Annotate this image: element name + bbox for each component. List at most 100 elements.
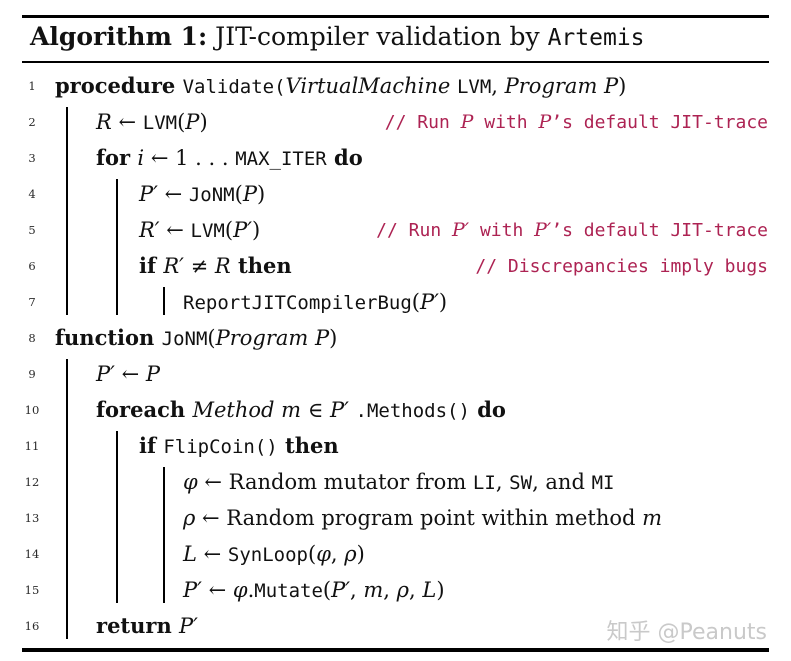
code-segment: ( [207,326,216,350]
code-segment: P [185,109,200,134]
code-segment: LVM [190,219,225,242]
line-number: 8 [28,331,36,345]
code-segment: function [55,325,162,350]
algorithm-line-6: 6 if R′ ≠ R then // Discrepancies imply bu… [22,248,769,284]
code-segment: VirtualMachine [285,74,457,98]
line-number: 16 [24,619,40,633]
algorithm-line-9: 9 P′ ← P [22,356,769,392]
indent-rule [66,107,68,315]
code-segment: φ [232,577,248,602]
code-segment: ← 1 . . . [144,146,236,170]
code-segment: ) [251,217,261,242]
code-segment: P′ [233,217,252,242]
code-segment: ’s default JIT-trace [551,112,768,133]
code-segment: P [538,111,552,133]
algorithm-line-1: 1 procedure Validate(VirtualMachine LVM, … [22,68,769,104]
code-segment: SW [509,471,533,494]
code-segment: ’s default JIT-trace [551,220,768,241]
code-segment: ρ [183,505,196,530]
line-number: 15 [24,583,40,597]
top-rule [22,15,769,18]
code-segment: ← Random mutator from [197,469,473,494]
code-segment: P′ [183,577,202,602]
bottom-rule [22,648,769,652]
code-segment: Validate( [182,76,286,98]
code-segment: P [242,181,257,206]
algorithm-title: JIT-compiler validation by [207,22,548,51]
code-segment: LI [472,471,496,494]
algorithm-line-16: 16 return P′ [22,608,769,644]
code-segment: φ [316,541,331,566]
line-content: for i ← 1 . . . MAX_ITER do [42,147,363,169]
code-segment: i [137,146,145,170]
algorithm-label: Algorithm 1: [30,22,208,51]
line-content: if R′ ≠ R then [42,255,292,277]
code-segment: ← Random program point within method [195,505,643,530]
algorithm-line-10: 10 foreach Method m ∈ P′ .Methods() do [22,392,769,428]
code-segment: // Discrepancies imply bugs [475,255,768,277]
code-segment: procedure [55,73,183,98]
code-segment: L [183,541,197,566]
line-content: procedure Validate(VirtualMachine LVM, P… [42,75,626,97]
line-number: 12 [24,475,40,489]
code-segment: P′ [419,289,439,314]
algorithm-line-11: 11 if FlipCoin() then [22,428,769,464]
code-segment: Method m [192,398,302,422]
line-number: 14 [24,547,40,561]
code-segment: P′ [331,577,351,602]
code-segment: with [469,220,535,241]
code-segment: P′ [534,219,552,241]
line-content: φ ← Random mutator from LI, SW, and MI [42,469,615,494]
algorithm-line-7: 7 ReportJITCompilerBug(P′) [22,284,769,320]
algorithm-line-3: 3 for i ← 1 . . . MAX_ITER do [22,140,769,176]
code-segment: JoNM [161,328,208,350]
tool-name: Artemis [547,25,645,51]
algorithm-line-13: 13 ρ ← Random program point within method… [22,500,769,536]
code-segment: if [139,433,164,458]
code-segment: // Run [384,112,461,133]
inline-comment: // Discrepancies imply bugs [475,256,769,277]
code-segment: ← [196,541,228,566]
code-segment: do [326,145,363,170]
code-segment: , [491,74,505,98]
indent-rule [116,179,118,315]
code-segment: ≠ [183,254,215,278]
code-segment: FlipCoin() [163,436,278,458]
code-segment: JoNM [188,183,235,206]
code-segment: ← [157,181,189,206]
code-segment: ) [436,577,445,602]
algorithm-body: 1 procedure Validate(VirtualMachine LVM, … [22,68,769,646]
code-segment: . [247,577,255,602]
code-segment: Mutate [254,579,323,602]
line-content: R ← LVM(P) [42,109,208,134]
code-segment: ) [356,541,365,566]
code-segment: P [145,361,160,386]
code-segment: MI [591,471,615,494]
code-segment: return [96,613,180,638]
line-number: 1 [28,79,36,93]
algorithm-line-12: 12 φ ← Random mutator from LI, SW, and MI [22,464,769,500]
code-segment: P′ [179,614,198,638]
line-content: if FlipCoin() then [42,435,339,457]
line-number: 11 [24,439,40,453]
code-segment: ) [329,326,338,350]
code-segment: SynLoop [227,543,308,566]
code-segment: , [409,577,423,602]
line-number: 3 [28,151,36,165]
indent-rule [163,287,165,315]
code-segment: ( [411,289,420,314]
code-segment: P′ [329,398,349,422]
algorithm-line-14: 14 L ← SynLoop(φ, ρ) [22,536,769,572]
code-segment: m [363,577,384,602]
code-segment: R′ [163,254,184,278]
code-segment: ) [199,109,208,134]
line-content: foreach Method m ∈ P′ .Methods() do [42,399,506,421]
line-number: 5 [28,223,36,237]
code-segment: ReportJITCompilerBug [183,291,412,314]
code-segment: if [139,253,164,278]
code-segment: ) [438,289,448,314]
algorithm-line-4: 4 P′ ← JoNM(P) [22,176,769,212]
algorithm-header: Algorithm 1: JIT-compiler validation by … [30,22,760,51]
code-segment: ( [322,577,332,602]
